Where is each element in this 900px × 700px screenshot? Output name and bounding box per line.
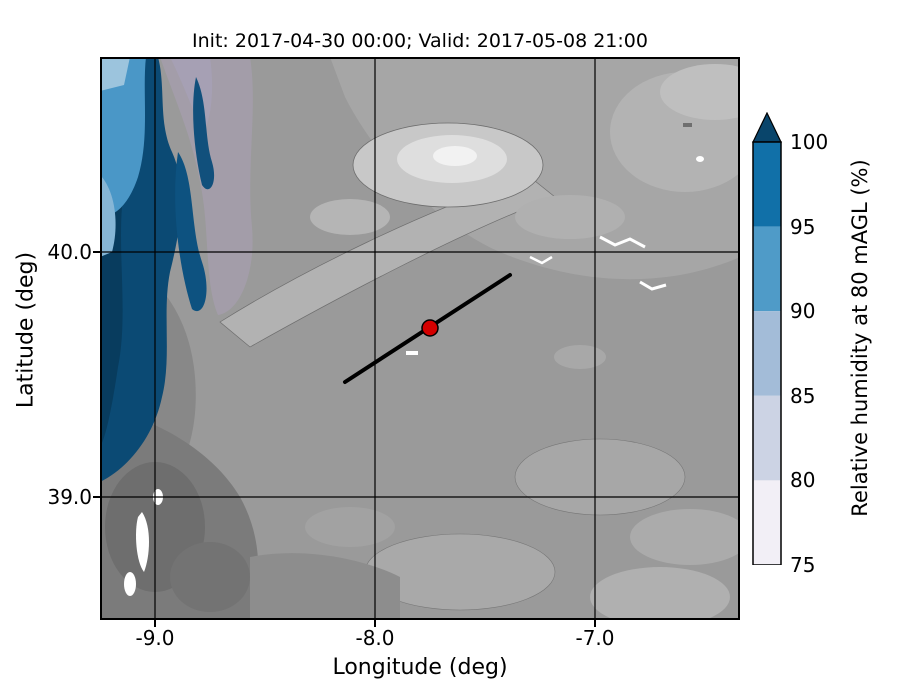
- terrain-patch: [554, 345, 606, 369]
- grid-lines: [100, 57, 740, 620]
- coast-light-humidity-region: [100, 175, 116, 257]
- y-tick-label: 39.0: [47, 485, 92, 509]
- axes-border: [100, 57, 740, 620]
- humidity-tongue: [193, 77, 215, 190]
- x-tick-mark: [594, 620, 596, 627]
- map-plot-area: [100, 57, 740, 620]
- terrain-darker-blob: [170, 542, 250, 612]
- white-patch: [136, 512, 149, 572]
- terrain-patch: [514, 438, 686, 516]
- colorbar-segment-80-85: [753, 395, 781, 481]
- terrain-patch: [660, 64, 740, 120]
- coast-mid-humidity-region: [100, 57, 146, 216]
- map-canvas: [100, 57, 740, 620]
- terrain-patch: [590, 567, 730, 620]
- river-squiggle: [529, 255, 553, 265]
- terrain-patch: [515, 195, 625, 239]
- terrain-highlight-core: [433, 146, 477, 166]
- y-axis-label: Latitude (deg): [13, 251, 39, 409]
- colorbar-extend-arrow: [752, 112, 782, 143]
- colorbar-tick-label: 90: [790, 299, 816, 323]
- coast-light-humidity-sliver: [100, 57, 130, 91]
- colorbar-segment-75-80: [753, 480, 781, 565]
- terrain-patch: [310, 199, 390, 235]
- terrain-bottom-band: [250, 553, 400, 620]
- plot-title: Init: 2017-04-30 00:00; Valid: 2017-05-0…: [192, 30, 648, 52]
- white-patch: [124, 572, 136, 596]
- x-tick-label: -7.0: [575, 626, 615, 650]
- white-speck: [696, 156, 704, 162]
- river-squiggle: [599, 235, 646, 249]
- colorbar-axis-label: Relative humidity at 80 mAGL (%): [848, 159, 872, 517]
- colorbar-tick-label: 75: [790, 553, 816, 577]
- colorbar-segment-85-90: [753, 311, 781, 396]
- colorbar-segment-95-100: [753, 142, 781, 227]
- white-speck: [406, 351, 418, 355]
- colorbar-outline: [752, 141, 782, 565]
- colorbar-segment-90-95: [753, 226, 781, 312]
- terrain-patch: [630, 509, 740, 565]
- colorbar-tick-label: 85: [790, 384, 816, 408]
- y-tick-mark: [93, 251, 100, 253]
- humidity-tongue: [175, 152, 207, 312]
- x-tick-mark: [374, 620, 376, 627]
- terrain-patch: [305, 507, 395, 547]
- x-axis-label: Longitude (deg): [332, 655, 508, 680]
- x-tick-mark: [154, 620, 156, 627]
- x-tick-label: -8.0: [355, 626, 395, 650]
- location-marker: [421, 319, 439, 337]
- y-tick-label: 40.0: [47, 240, 92, 264]
- river-squiggle: [639, 280, 667, 291]
- y-tick-mark: [93, 496, 100, 498]
- x-tick-label: -9.0: [135, 626, 175, 650]
- colorbar-tick-label: 95: [790, 215, 816, 239]
- colorbar-tick-label: 100: [790, 130, 829, 154]
- colorbar-tick-label: 80: [790, 468, 816, 492]
- colorbar: [752, 112, 782, 565]
- terrain-speck: [683, 123, 692, 127]
